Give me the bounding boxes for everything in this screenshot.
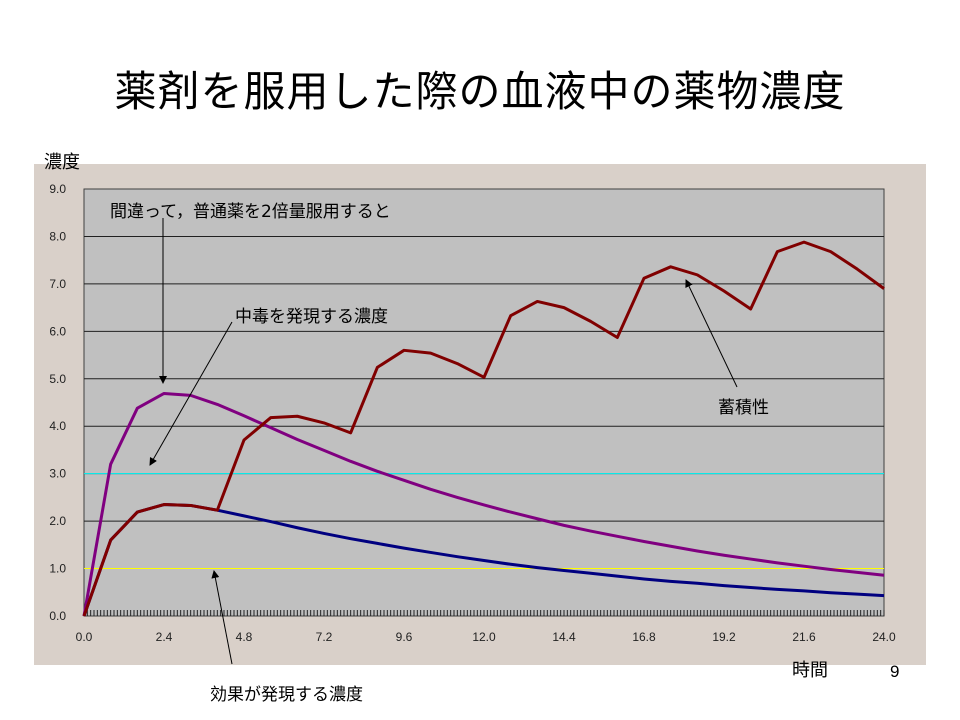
series-line (82, 391, 885, 617)
x-tick-label: 0.0 (76, 630, 93, 644)
x-axis-label: 時間 (792, 660, 828, 681)
y-tick-label: 3.0 (49, 467, 66, 481)
y-tick-label: 0.0 (49, 609, 66, 623)
series-lines (82, 240, 885, 617)
x-tick-label: 7.2 (316, 630, 333, 644)
page-number: 9 (890, 662, 900, 681)
accumulation-arrow (685, 279, 738, 388)
y-axis-label: 濃度 (44, 152, 80, 173)
effective-level-annotation: 効果が発現する濃度 (210, 685, 363, 705)
x-tick-label: 14.4 (552, 630, 576, 644)
y-tick-labels: 0.0 1.0 2.0 3.0 4.0 5.0 6.0 7.0 8.0 9.0 (49, 182, 66, 623)
y-tick-label: 1.0 (49, 562, 66, 576)
accumulation-annotation: 蓄積性 (718, 398, 769, 418)
y-tick-label: 9.0 (49, 182, 66, 196)
x-tick-label: 2.4 (156, 630, 173, 644)
y-tick-label: 7.0 (49, 277, 66, 291)
double-dose-annotation: 間違って，普通薬を2倍量服用すると (110, 202, 391, 222)
x-tick-labels: 0.0 2.4 4.8 7.2 9.6 12.0 14.4 16.8 19.2 21.6 24.0 (76, 630, 896, 644)
reference-lines (84, 473, 884, 570)
series-line (82, 240, 885, 617)
effective-level-arrow (211, 570, 233, 665)
y-tick-label: 8.0 (49, 229, 66, 243)
x-tick-label: 16.8 (632, 630, 656, 644)
y-tick-label: 5.0 (49, 372, 66, 386)
x-tick-label: 9.6 (396, 630, 413, 644)
x-tick-label: 4.8 (236, 630, 253, 644)
y-tick-label: 4.0 (49, 419, 66, 433)
y-tick-label: 6.0 (49, 324, 66, 338)
plot-area (83, 188, 885, 617)
x-tick-label: 12.0 (472, 630, 496, 644)
slide-title: 薬剤を服用した際の血液中の薬物濃度 (114, 67, 846, 116)
x-minor-ticks (83, 610, 885, 616)
x-tick-label: 21.6 (792, 630, 816, 644)
toxic-level-annotation: 中毒を発現する濃度 (235, 307, 388, 327)
toxic-level-arrow (149, 321, 233, 466)
y-tick-label: 2.0 (49, 514, 66, 528)
x-tick-label: 19.2 (712, 630, 736, 644)
x-tick-label: 24.0 (872, 630, 896, 644)
